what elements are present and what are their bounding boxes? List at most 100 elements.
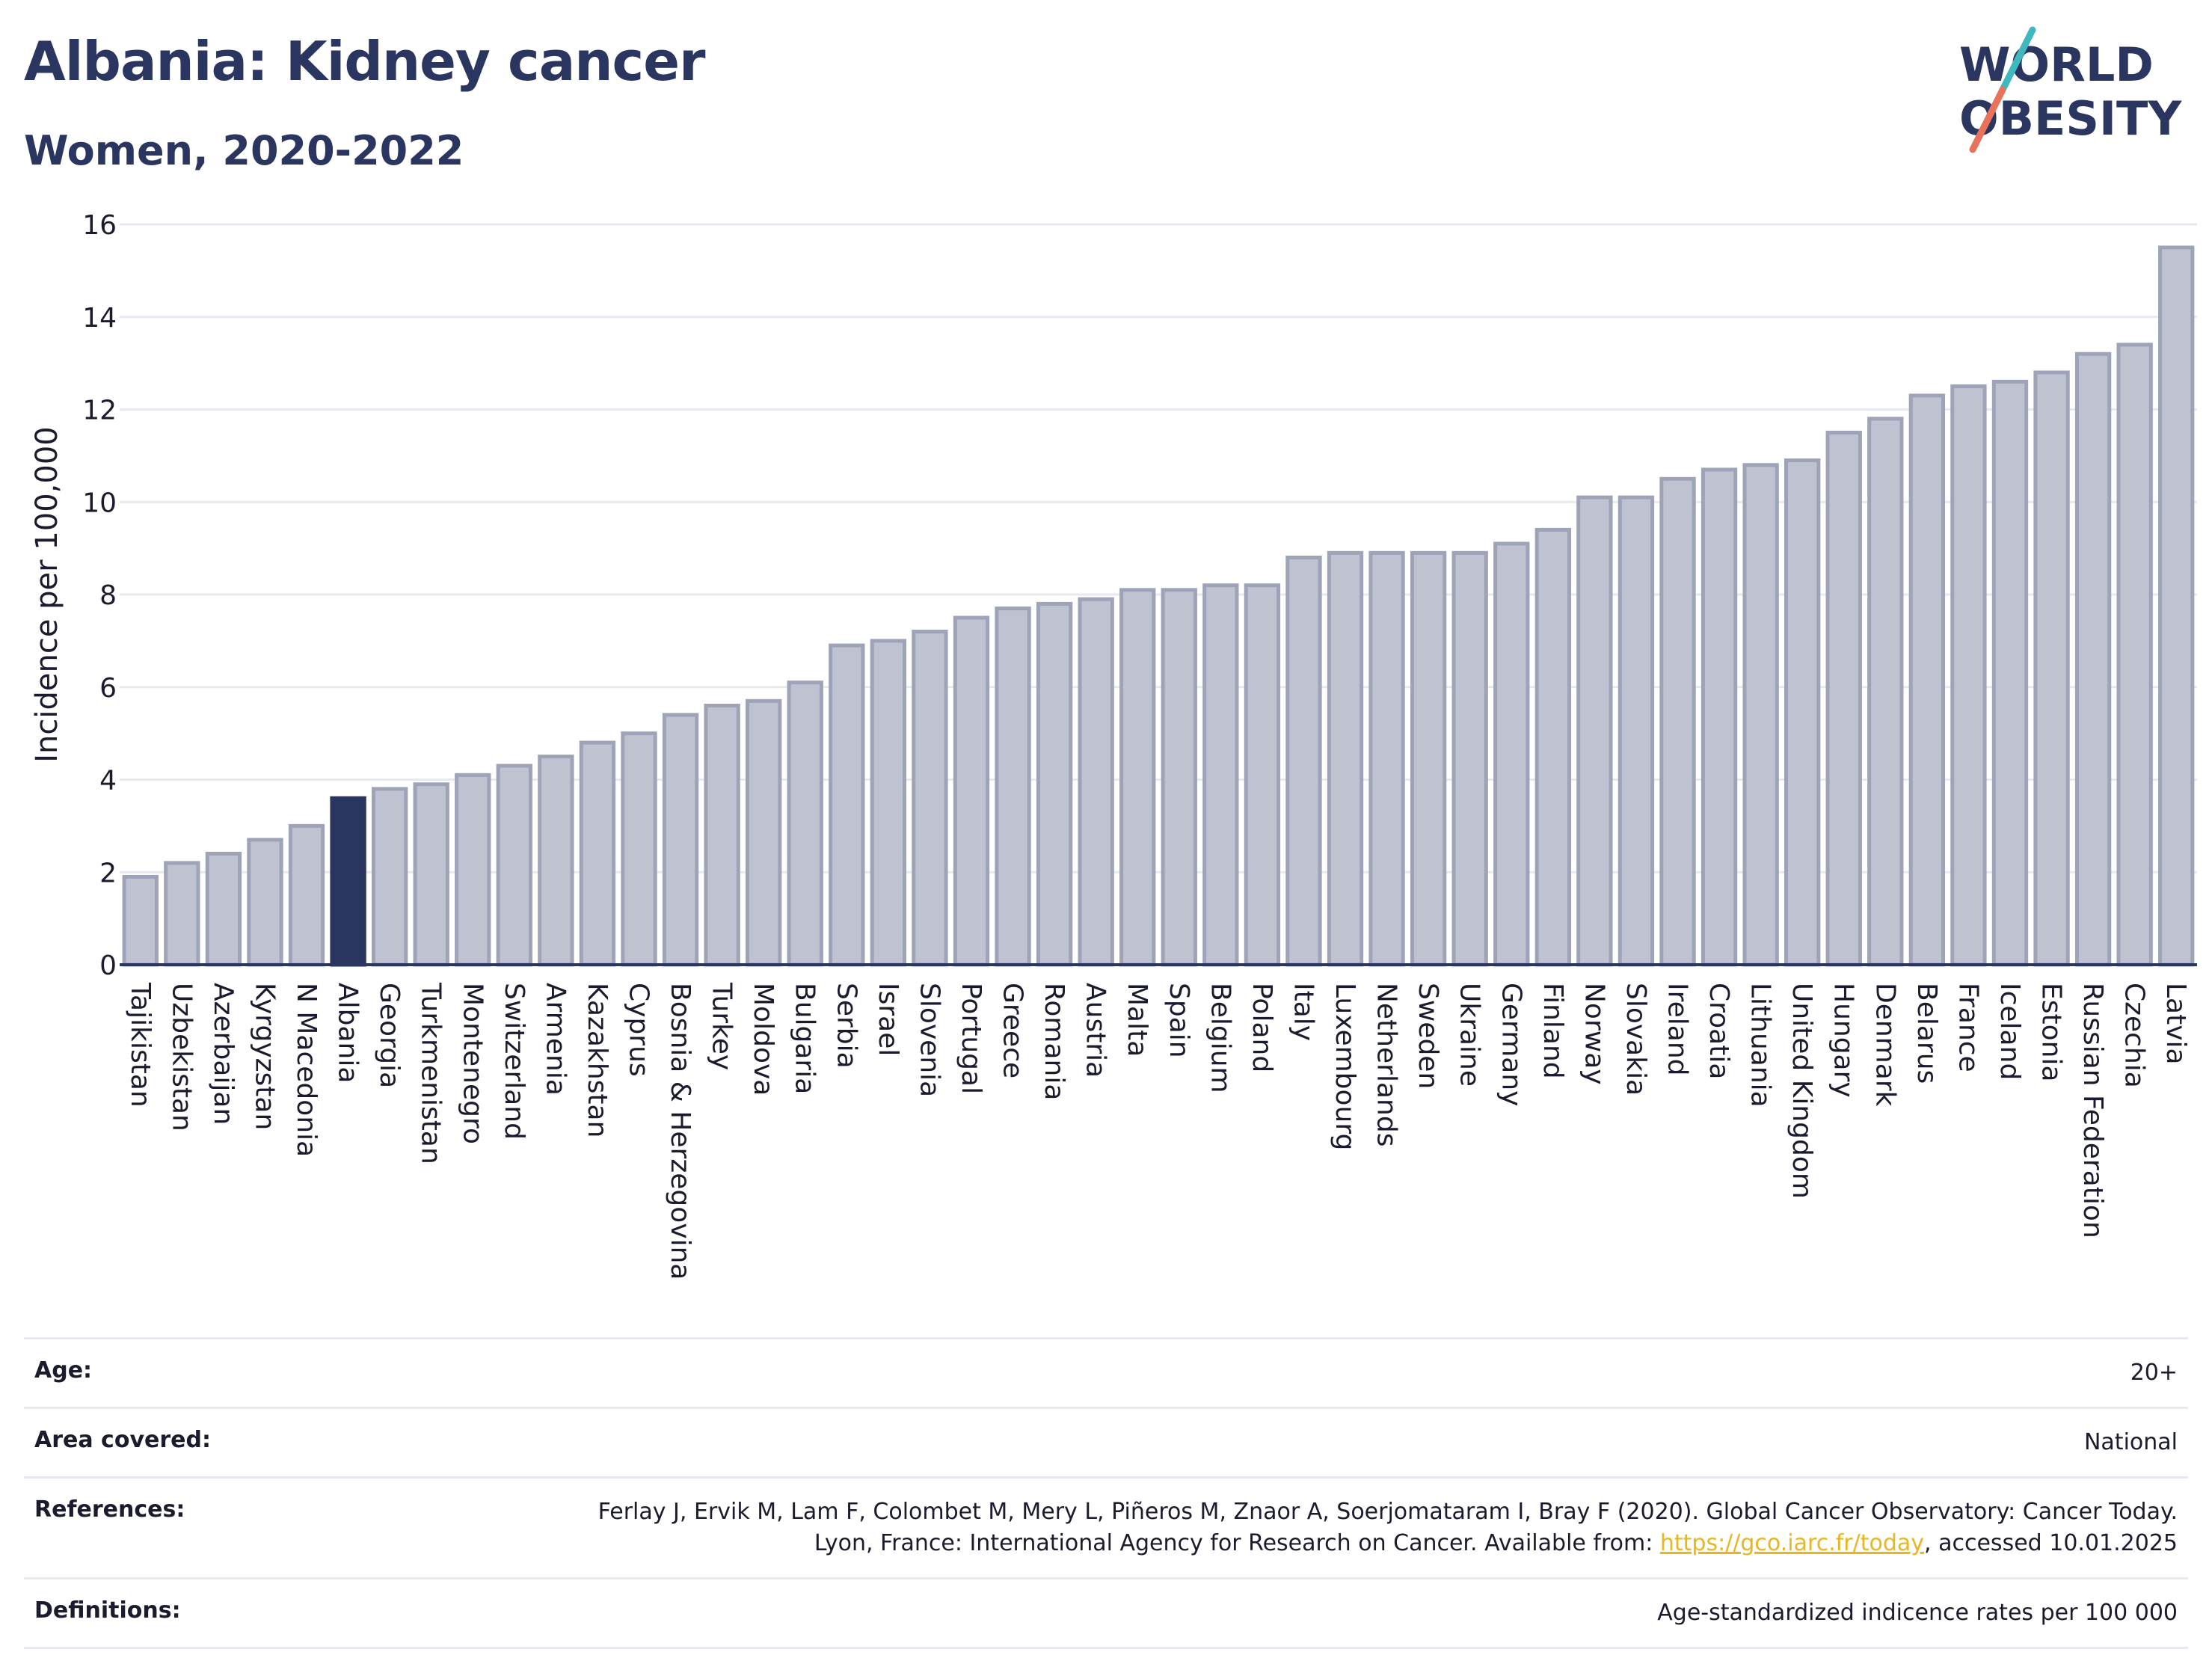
- bar: [1576, 495, 1613, 967]
- x-tick-label: Kazakhstan: [582, 983, 612, 1137]
- x-tick-label: Azerbaijan: [208, 983, 239, 1125]
- x-tick-label: Ukraine: [1454, 983, 1485, 1087]
- bar: [1617, 495, 1655, 967]
- bar: [1659, 476, 1696, 967]
- x-tick-label: Armenia: [540, 983, 571, 1096]
- y-tick-label: 6: [99, 673, 117, 704]
- y-tick-label: 10: [82, 488, 117, 518]
- x-tick-label: Estonia: [2036, 983, 2067, 1082]
- x-tick-label: Luxembourg: [1330, 983, 1360, 1150]
- bar: [1451, 550, 1488, 967]
- bar: [1244, 583, 1281, 967]
- x-tick-label: Poland: [1247, 983, 1277, 1072]
- definitions-value: Age-standardized indicence rates per 100…: [1657, 1600, 2178, 1626]
- y-tick-label: 4: [99, 766, 117, 796]
- x-tick-label: Slovenia: [914, 983, 944, 1097]
- x-tick-label: Iceland: [1994, 983, 2025, 1080]
- bar: [496, 764, 532, 967]
- bar: [1991, 379, 2029, 967]
- x-tick-label: Israel: [873, 983, 903, 1056]
- references-label: References:: [34, 1496, 185, 1523]
- y-axis-label: Incidence per 100,000: [30, 426, 64, 763]
- x-tick-label: Latvia: [2160, 983, 2191, 1065]
- bar: [205, 852, 242, 967]
- bar: [1825, 430, 1862, 967]
- x-tick-label: Uzbekistan: [166, 983, 197, 1132]
- x-tick-label: Spain: [1164, 983, 1194, 1058]
- x-tick-label: Bulgaria: [790, 983, 820, 1094]
- bars: [122, 245, 2195, 967]
- bar: [1410, 550, 1447, 967]
- x-tick-label: Serbia: [831, 983, 861, 1069]
- bar: [1950, 384, 1987, 967]
- bar: [2074, 351, 2112, 967]
- y-tick-label: 12: [82, 396, 117, 426]
- x-tick-label: Hungary: [1828, 983, 1859, 1098]
- age-label: Age:: [34, 1357, 93, 1384]
- bar: [746, 698, 782, 967]
- info-table: Age: 20+ Area covered: National Referenc…: [24, 1337, 2188, 1649]
- bar: [1161, 588, 1197, 967]
- x-tick-label: Switzerland: [499, 983, 529, 1140]
- bar: [1493, 541, 1530, 967]
- x-tick-label: Croatia: [1703, 983, 1734, 1079]
- bar: [413, 782, 449, 967]
- x-tick-label: Albania: [333, 983, 363, 1083]
- bar-chart: 0 2 4 6 8 10 12 14 16 Tajikistan Uzbekistan Azerba…: [30, 210, 2197, 1280]
- bar: [2033, 370, 2070, 967]
- area-value: National: [2083, 1429, 2178, 1455]
- x-tick-label: Denmark: [1870, 983, 1900, 1107]
- y-tick-label: 2: [99, 858, 117, 888]
- logo-line1: WORLD: [1959, 37, 2154, 92]
- x-tick-label: Czechia: [2119, 983, 2150, 1088]
- y-tick-label: 0: [99, 951, 117, 981]
- definitions-label: Definitions:: [34, 1597, 181, 1624]
- references-link[interactable]: https://gco.iarc.fr/today: [1659, 1530, 1925, 1556]
- x-tick-label: Turkey: [707, 982, 737, 1070]
- x-tick-label: Tajikistan: [125, 982, 156, 1108]
- x-tick-label: Russian Federation: [2077, 983, 2108, 1238]
- world-obesity-logo: WORLD OBESITY: [1959, 26, 2182, 153]
- x-tick-label: Belarus: [1911, 983, 1942, 1084]
- x-tick-label: Romania: [1039, 983, 1069, 1100]
- x-tick-label: United Kingdom: [1787, 983, 1817, 1199]
- x-tick-label: Italy: [1288, 983, 1318, 1041]
- x-tick-label: Kyrgyzstan: [249, 983, 280, 1130]
- x-tick-label: Austria: [1081, 983, 1111, 1078]
- y-axis-ticks: 0 2 4 6 8 10 12 14 16: [82, 210, 117, 981]
- x-tick-label: France: [1953, 983, 1983, 1072]
- bar: [122, 874, 159, 967]
- area-label: Area covered:: [34, 1427, 211, 1453]
- page-title: Albania: Kidney cancer: [24, 30, 706, 93]
- x-tick-label: Turkmenistan: [416, 982, 446, 1164]
- bar: [1908, 393, 1946, 967]
- age-value: 20+: [2130, 1360, 2178, 1386]
- x-tick-label: Moldova: [748, 983, 778, 1096]
- bar: [1036, 601, 1073, 967]
- x-tick-label: Sweden: [1413, 983, 1443, 1089]
- info-row-age: Age: 20+: [24, 1337, 2188, 1407]
- x-tick-label: Cyprus: [624, 983, 654, 1077]
- bar-highlight: [330, 796, 366, 967]
- logo-slash-coral: [1969, 86, 2006, 153]
- x-tick-label: Montenegro: [457, 983, 488, 1144]
- x-tick-label: Germany: [1496, 983, 1526, 1106]
- x-tick-label: Malta: [1122, 983, 1152, 1057]
- x-tick-label: Finland: [1537, 983, 1568, 1079]
- bar: [1202, 583, 1239, 967]
- x-tick-label: Slovakia: [1620, 983, 1651, 1096]
- bar: [371, 787, 408, 967]
- page-subtitle: Women, 2020-2022: [24, 127, 464, 174]
- bar: [1327, 550, 1364, 967]
- bar: [1742, 463, 1779, 967]
- y-tick-label: 14: [82, 303, 117, 334]
- bar: [2158, 245, 2195, 967]
- bar: [1534, 527, 1571, 967]
- bar: [704, 704, 740, 967]
- bar: [1784, 458, 1821, 967]
- x-tick-label: Lithuania: [1745, 983, 1776, 1108]
- references-text: Ferlay J, Ervik M, Lam F, Colombet M, Me…: [597, 1499, 2178, 1556]
- references-value: Ferlay J, Ervik M, Lam F, Colombet M, Me…: [532, 1496, 2178, 1559]
- x-tick-label: Georgia: [374, 983, 405, 1088]
- info-row-references: References: Ferlay J, Ervik M, Lam F, Co…: [24, 1476, 2188, 1577]
